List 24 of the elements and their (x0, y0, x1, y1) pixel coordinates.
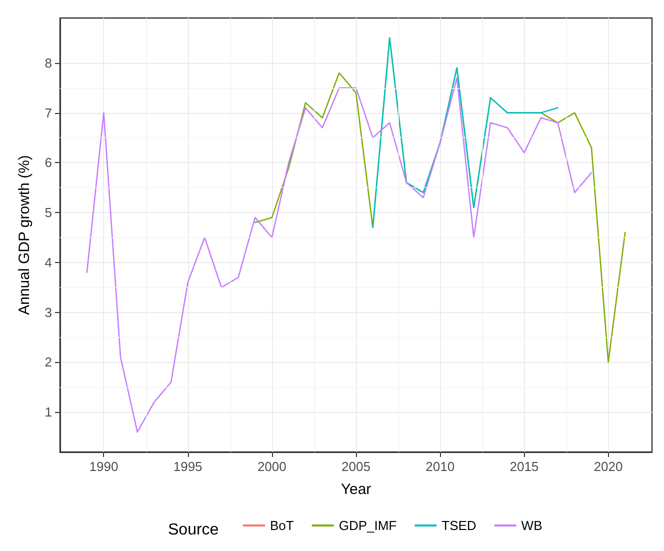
y-tick-label: 5 (44, 205, 52, 220)
x-tick-label: 1990 (89, 459, 118, 474)
legend-label: TSED (442, 518, 476, 533)
x-tick-label: 2005 (342, 459, 370, 474)
x-tick-label: 1995 (173, 459, 202, 474)
line-series (372, 37, 558, 228)
line-series (86, 77, 592, 433)
x-tick-label: 2000 (257, 459, 286, 474)
y-tick-label: 6 (44, 155, 52, 170)
x-tick-label: 2020 (594, 459, 623, 474)
y-axis-title: Annual GDP growth (%) (16, 155, 33, 315)
y-tick-label: 7 (44, 105, 52, 120)
x-tick-label: 2015 (510, 459, 539, 474)
y-tick-label: 8 (44, 55, 52, 70)
y-tick-label: 4 (44, 254, 52, 270)
x-axis-title: Year (340, 481, 372, 498)
legend-label: WB (521, 518, 542, 533)
legend-label: BoT (270, 518, 294, 533)
y-tick-label: 2 (44, 354, 52, 370)
y-tick-label: 3 (44, 304, 52, 320)
legend-title: Source (168, 522, 219, 538)
y-tick-label: 1 (44, 404, 52, 420)
x-tick-label: 2010 (426, 459, 455, 474)
legend-label: GDP_IMF (338, 518, 397, 533)
